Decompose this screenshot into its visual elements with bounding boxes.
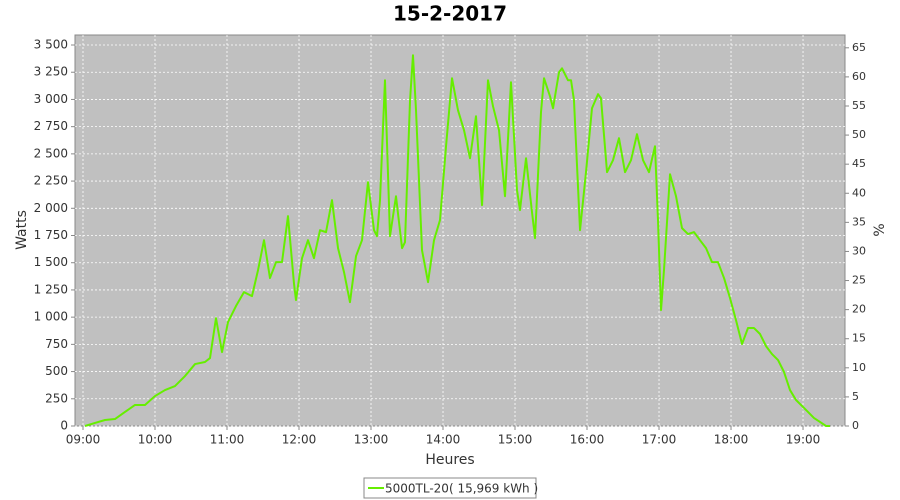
y2-tick-label: 15: [852, 332, 866, 345]
x-tick-label: 09:00: [66, 433, 101, 447]
legend-label: 5000TL-20( 15,969 kWh ): [385, 482, 538, 496]
y-tick-label: 1 500: [34, 255, 68, 269]
y2-tick-label: 20: [852, 303, 866, 316]
chart-title: 15-2-2017: [393, 2, 507, 26]
y-tick-label: 2 500: [34, 146, 68, 160]
y2-tick-label: 30: [852, 244, 866, 257]
x-tick-label: 12:00: [282, 433, 317, 447]
x-tick-label: 18:00: [714, 433, 749, 447]
y-tick-label: 2 250: [34, 174, 68, 188]
plot-area: [74, 34, 846, 427]
x-tick-label: 16:00: [570, 433, 605, 447]
y2-tick-label: 25: [852, 274, 866, 287]
y-tick-label: 1 000: [34, 310, 68, 324]
y-tick-label: 500: [45, 364, 68, 378]
y-tick-label: 3 500: [34, 38, 68, 52]
x-tick-label: 10:00: [138, 433, 173, 447]
legend: [363, 477, 537, 499]
y2-tick-label: 60: [852, 70, 866, 83]
x-tick-label: 11:00: [210, 433, 245, 447]
y2-tick-label: 45: [852, 157, 866, 170]
x-tick-label: 15:00: [498, 433, 533, 447]
y2-tick-label: 10: [852, 361, 866, 374]
y-tick-label: 250: [45, 391, 68, 405]
y2-tick-label: 55: [852, 99, 866, 112]
series-line: [84, 54, 831, 427]
x-tick-label: 17:00: [642, 433, 677, 447]
y2-tick-label: 50: [852, 128, 866, 141]
y-tick-label: 1 750: [34, 228, 68, 242]
y-tick-label: 750: [45, 337, 68, 351]
y-tick-label: 0: [60, 419, 68, 433]
x-axis-label: Heures: [425, 452, 474, 468]
x-tick-label: 14:00: [426, 433, 461, 447]
y-tick-label: 3 250: [34, 65, 68, 79]
y-tick-label: 3 000: [34, 92, 68, 106]
y2-axis-label: %: [872, 223, 888, 236]
y-tick-label: 1 250: [34, 282, 68, 296]
y-tick-label: 2 750: [34, 119, 68, 133]
y2-tick-label: 40: [852, 186, 866, 199]
y-axis-label: Watts: [14, 210, 30, 250]
y-tick-label: 2 000: [34, 201, 68, 215]
x-tick-label: 19:00: [786, 433, 821, 447]
y2-tick-label: 65: [852, 41, 866, 54]
y2-tick-label: 35: [852, 215, 866, 228]
x-tick-label: 13:00: [354, 433, 389, 447]
y2-tick-label: 0: [852, 419, 859, 432]
y2-tick-label: 5: [852, 390, 859, 403]
